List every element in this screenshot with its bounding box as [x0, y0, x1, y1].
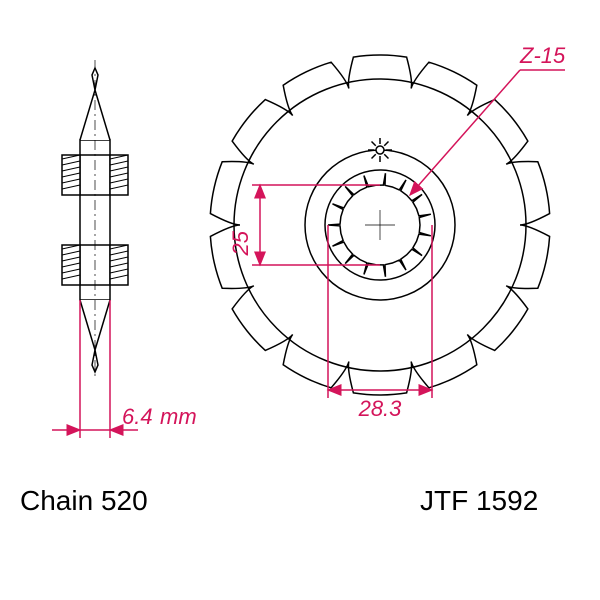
- chain-size-label: Chain 520: [20, 485, 148, 516]
- svg-text:Z-15: Z-15: [519, 43, 566, 68]
- technical-drawing: 6.4 mm 25 28.3 Z-15 Chain 520 JTF 1592: [0, 0, 600, 600]
- side-view: [62, 60, 128, 380]
- svg-text:25: 25: [228, 230, 253, 256]
- part-number-label: JTF 1592: [420, 485, 538, 516]
- svg-text:6.4: 6.4: [122, 404, 153, 429]
- front-view: [210, 55, 549, 395]
- svg-text:28.3: 28.3: [358, 396, 403, 421]
- svg-text:mm: mm: [160, 404, 197, 429]
